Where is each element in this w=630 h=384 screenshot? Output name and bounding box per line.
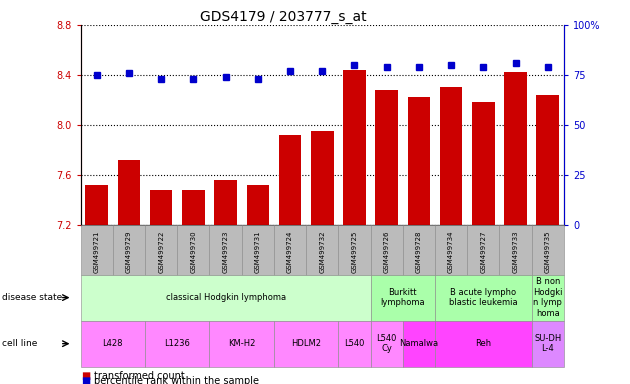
Text: L540
Cy: L540 Cy	[377, 334, 397, 353]
Text: GSM499725: GSM499725	[352, 231, 357, 273]
Bar	[214, 180, 237, 225]
Text: cell line: cell line	[2, 339, 37, 348]
Bar	[278, 135, 301, 225]
Text: GSM499735: GSM499735	[545, 230, 551, 273]
Text: B acute lympho
blastic leukemia: B acute lympho blastic leukemia	[449, 288, 518, 307]
Text: L428: L428	[103, 339, 123, 348]
Text: ■: ■	[82, 371, 94, 381]
Text: GSM499730: GSM499730	[190, 230, 197, 273]
Text: Reh: Reh	[475, 339, 491, 348]
Bar	[118, 160, 140, 225]
Text: classical Hodgkin lymphoma: classical Hodgkin lymphoma	[166, 293, 285, 302]
Bar	[311, 131, 333, 225]
Text: Burkitt
lymphoma: Burkitt lymphoma	[381, 288, 425, 307]
Text: GSM499734: GSM499734	[448, 230, 454, 273]
Text: KM-H2: KM-H2	[228, 339, 255, 348]
Text: GSM499729: GSM499729	[126, 230, 132, 273]
Text: SU-DH
L-4: SU-DH L-4	[534, 334, 561, 353]
Bar	[408, 98, 430, 225]
Bar	[182, 190, 205, 225]
Text: L540: L540	[344, 339, 365, 348]
Text: GSM499731: GSM499731	[255, 230, 261, 273]
Text: GSM499726: GSM499726	[384, 230, 390, 273]
Bar	[504, 73, 527, 225]
Text: GSM499733: GSM499733	[513, 230, 518, 273]
Text: percentile rank within the sample: percentile rank within the sample	[94, 376, 260, 384]
Text: GSM499723: GSM499723	[222, 230, 229, 273]
Bar	[150, 190, 173, 225]
Text: GSM499732: GSM499732	[319, 230, 325, 273]
Text: Namalwa: Namalwa	[399, 339, 438, 348]
Text: B non
Hodgki
n lymp
homa: B non Hodgki n lymp homa	[533, 278, 563, 318]
Bar	[472, 103, 495, 225]
Text: GSM499721: GSM499721	[94, 230, 100, 273]
Text: GSM499722: GSM499722	[158, 231, 164, 273]
Bar	[440, 88, 462, 225]
Text: disease state: disease state	[2, 293, 62, 302]
Text: transformed count: transformed count	[94, 371, 185, 381]
Bar	[343, 70, 366, 225]
Text: HDLM2: HDLM2	[291, 339, 321, 348]
Text: GDS4179 / 203777_s_at: GDS4179 / 203777_s_at	[200, 10, 367, 23]
Text: GSM499727: GSM499727	[480, 230, 486, 273]
Text: ■: ■	[82, 376, 94, 384]
Bar	[246, 185, 269, 225]
Text: L1236: L1236	[164, 339, 190, 348]
Text: GSM499724: GSM499724	[287, 231, 293, 273]
Text: GSM499728: GSM499728	[416, 230, 422, 273]
Bar	[537, 95, 559, 225]
Bar	[86, 185, 108, 225]
Bar	[375, 90, 398, 225]
